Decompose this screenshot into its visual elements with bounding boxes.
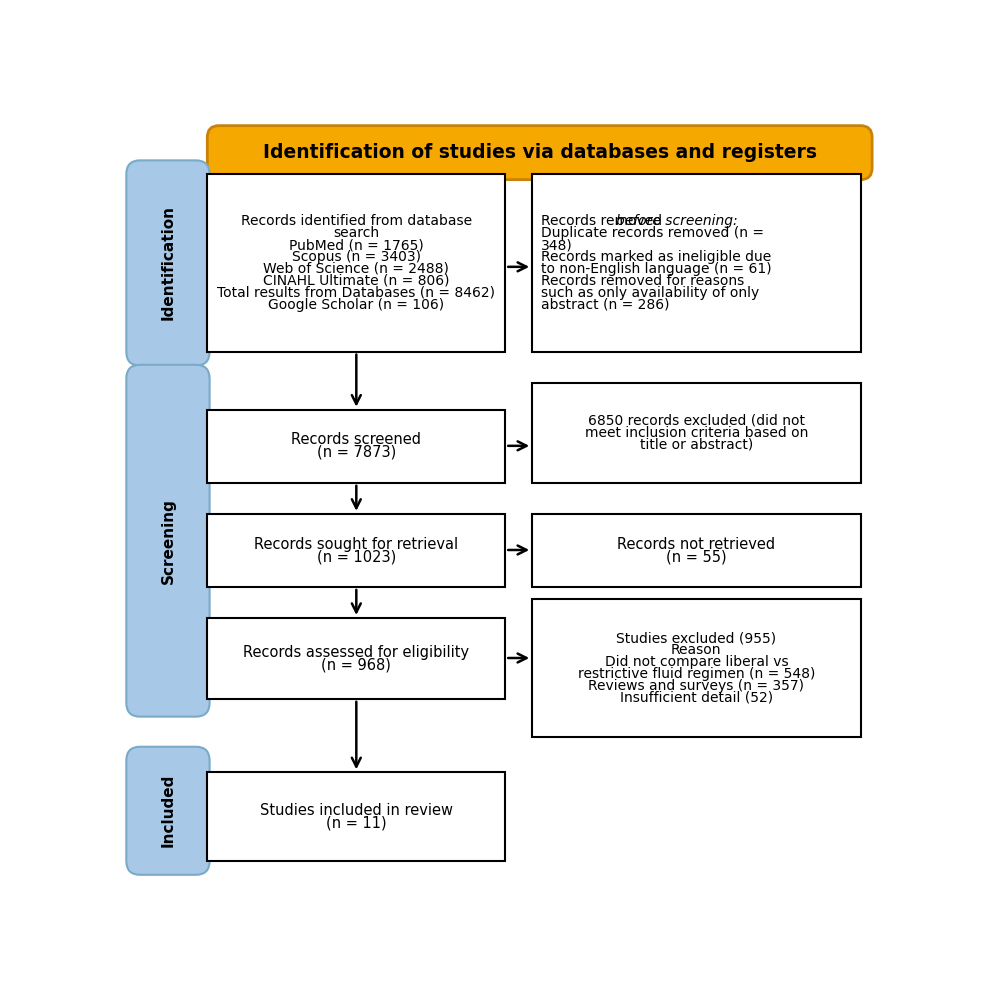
FancyBboxPatch shape: [126, 160, 210, 366]
FancyBboxPatch shape: [532, 383, 861, 483]
FancyBboxPatch shape: [532, 514, 861, 587]
Text: Reason: Reason: [671, 643, 722, 657]
Text: Screening: Screening: [161, 498, 176, 584]
Text: 348): 348): [541, 238, 573, 253]
Text: Scopus (n = 3403): Scopus (n = 3403): [292, 250, 421, 264]
Text: such as only availability of only: such as only availability of only: [541, 286, 759, 300]
Text: Records removed for reasons: Records removed for reasons: [541, 274, 744, 288]
FancyBboxPatch shape: [207, 174, 505, 352]
Text: Identification of studies via databases and registers: Identification of studies via databases …: [262, 143, 816, 162]
Text: Insufficient detail (52): Insufficient detail (52): [620, 690, 773, 704]
Text: abstract (n = 286): abstract (n = 286): [541, 298, 669, 312]
Text: title or abstract): title or abstract): [640, 438, 753, 452]
Text: meet inclusion criteria based on: meet inclusion criteria based on: [585, 426, 809, 440]
Text: restrictive fluid regimen (n = 548): restrictive fluid regimen (n = 548): [578, 667, 815, 681]
Text: Records screened: Records screened: [291, 433, 421, 448]
Text: Records sought for retrieval: Records sought for retrieval: [254, 537, 458, 552]
FancyBboxPatch shape: [126, 365, 210, 716]
FancyBboxPatch shape: [207, 125, 872, 179]
Text: before screening:: before screening:: [615, 214, 738, 228]
Text: Google Scholar (n = 106): Google Scholar (n = 106): [268, 298, 445, 312]
Text: Records identified from database: Records identified from database: [241, 214, 472, 228]
Text: Included: Included: [161, 775, 176, 848]
FancyBboxPatch shape: [207, 618, 505, 699]
FancyBboxPatch shape: [126, 746, 210, 875]
Text: Duplicate records removed (n =: Duplicate records removed (n =: [541, 226, 764, 240]
Text: Records not retrieved: Records not retrieved: [617, 537, 775, 552]
Text: Web of Science (n = 2488): Web of Science (n = 2488): [263, 262, 450, 276]
Text: (n = 55): (n = 55): [667, 549, 727, 564]
FancyBboxPatch shape: [532, 598, 861, 737]
Text: 6850 records excluded (did not: 6850 records excluded (did not: [588, 414, 805, 428]
Text: CINAHL Ultimate (n = 806): CINAHL Ultimate (n = 806): [263, 274, 450, 288]
Text: Records assessed for eligibility: Records assessed for eligibility: [244, 644, 469, 659]
FancyBboxPatch shape: [207, 410, 505, 483]
Text: search: search: [333, 226, 380, 240]
FancyBboxPatch shape: [532, 174, 861, 352]
Text: Identification: Identification: [161, 205, 176, 321]
Text: Records removed: Records removed: [541, 214, 667, 228]
Text: Reviews and surveys (n = 357): Reviews and surveys (n = 357): [589, 679, 805, 693]
FancyBboxPatch shape: [207, 773, 505, 861]
Text: Studies excluded (955): Studies excluded (955): [616, 631, 776, 645]
Text: Did not compare liberal vs: Did not compare liberal vs: [604, 655, 788, 669]
Text: PubMed (n = 1765): PubMed (n = 1765): [289, 238, 424, 253]
Text: to non-English language (n = 61): to non-English language (n = 61): [541, 262, 772, 276]
Text: (n = 11): (n = 11): [326, 816, 387, 831]
Text: Records marked as ineligible due: Records marked as ineligible due: [541, 250, 771, 264]
Text: Total results from Databases (n = 8462): Total results from Databases (n = 8462): [217, 286, 495, 300]
Text: (n = 1023): (n = 1023): [317, 549, 396, 564]
Text: Studies included in review: Studies included in review: [260, 803, 453, 818]
Text: (n = 7873): (n = 7873): [317, 445, 396, 460]
FancyBboxPatch shape: [207, 514, 505, 587]
Text: (n = 968): (n = 968): [321, 657, 391, 672]
